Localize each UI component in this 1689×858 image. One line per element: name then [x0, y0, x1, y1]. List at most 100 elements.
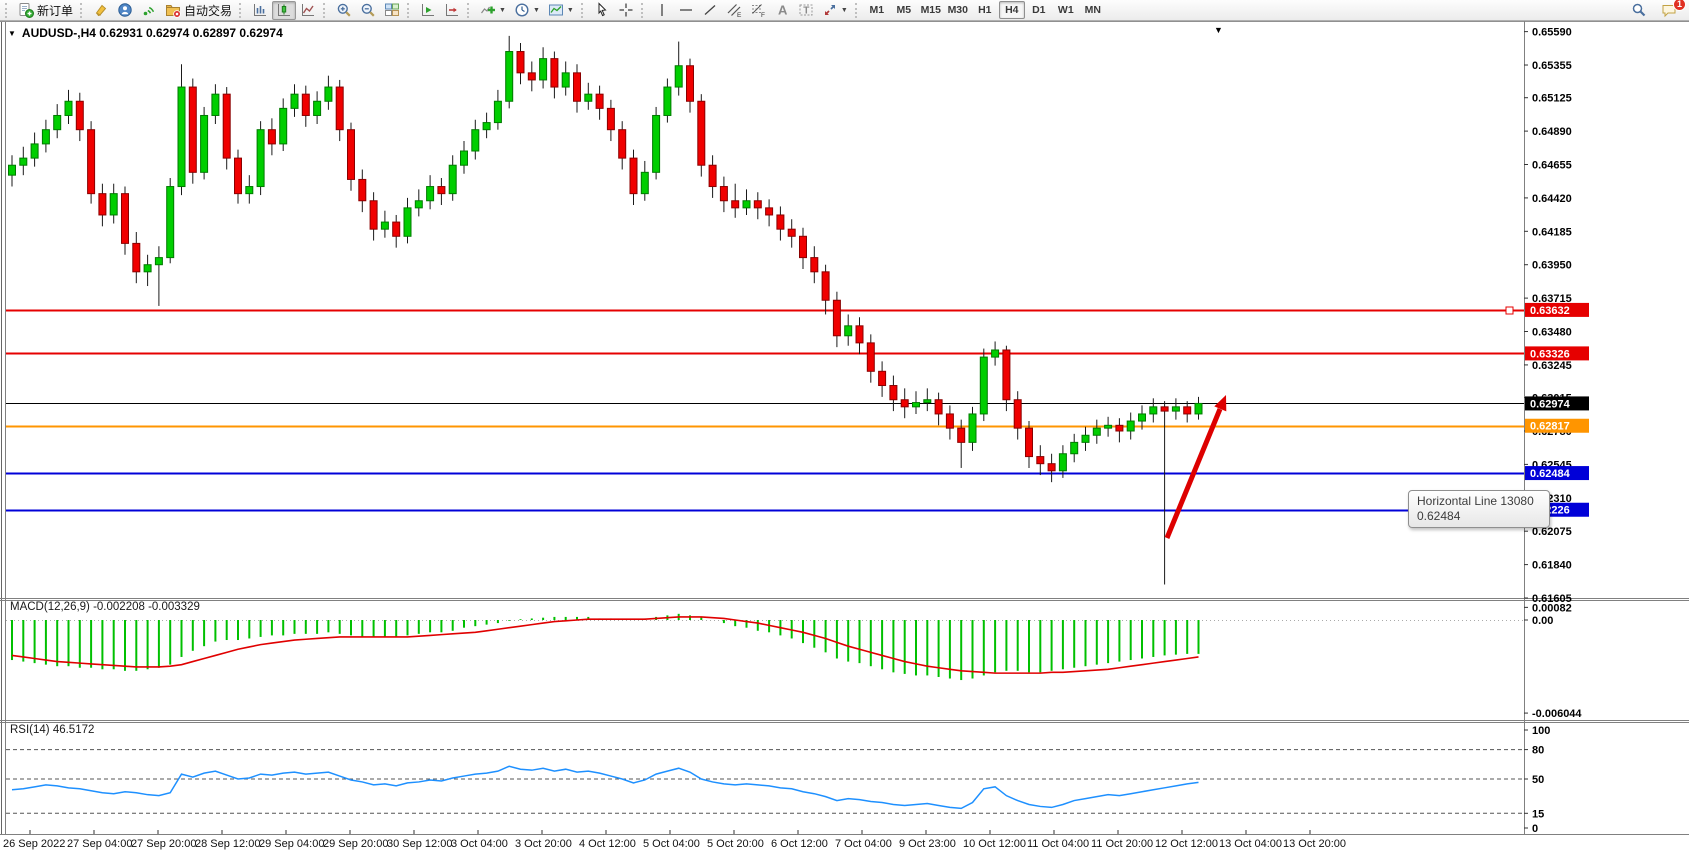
timeframe-button-H1[interactable]: H1: [978, 4, 992, 16]
candle-down: [708, 164, 717, 188]
horizontal-line-button[interactable]: [674, 1, 698, 20]
candle-up: [539, 58, 548, 81]
trendline-icon: [704, 5, 716, 15]
candlestick-chart-button[interactable]: [272, 0, 297, 20]
timeframe-button-H4[interactable]: H4: [998, 1, 1025, 19]
time-axis-label: 29 Sep 04:00: [259, 838, 325, 850]
chat-button[interactable]: 1: [1657, 0, 1686, 20]
zoom-out-icon: [361, 3, 375, 17]
macd-indicator-label: MACD(12,26,9) -0.002208 -0.003329: [10, 601, 200, 613]
candle-up: [1092, 427, 1101, 436]
candle-up: [471, 129, 480, 152]
object-tooltip: Horizontal Line 13080 0.62484: [1408, 490, 1550, 528]
timeframe-button-M1[interactable]: M1: [869, 4, 885, 16]
candle-down: [686, 65, 694, 102]
candle-up: [200, 114, 209, 173]
timeframe-button-M15[interactable]: M15: [920, 4, 941, 16]
time-axis[interactable]: 26 Sep 2022 27 Sep 04:00 27 Sep 20:00 28 Se…: [0, 835, 1689, 858]
signals-icon: [143, 6, 155, 16]
time-axis-label: 27 Sep 20:00: [131, 838, 197, 850]
auto-scroll-button[interactable]: [416, 1, 440, 20]
text-label-button[interactable]: T: [794, 1, 818, 20]
price-tag-text: 0.63326: [1530, 348, 1570, 360]
timeframe-button-D1[interactable]: D1: [1032, 4, 1046, 16]
candle-up: [53, 114, 62, 131]
candle-down: [222, 93, 231, 159]
candle-up: [1081, 434, 1090, 443]
cursor-icon: [598, 2, 607, 17]
community-button[interactable]: [113, 1, 137, 20]
candle-up: [584, 93, 593, 102]
rsi-tick-label: 15: [1532, 808, 1544, 820]
rsi-pane[interactable]: 100 80 50 15 0: [6, 725, 1550, 835]
highlighter-button[interactable]: [89, 1, 113, 20]
price-tag-box: [1525, 418, 1589, 433]
search-icon: [1632, 3, 1646, 17]
cursor-button[interactable]: [590, 1, 614, 20]
crosshair-button[interactable]: [614, 1, 638, 20]
timeframe-button-M30[interactable]: M30: [947, 4, 968, 16]
candle-down: [437, 186, 446, 195]
candles-layer[interactable]: [8, 35, 1203, 585]
timeframe-button-M5[interactable]: M5: [896, 4, 912, 16]
price-axis[interactable]: 0.65590 0.65355 0.65125 0.64890 0.64655 0.644…: [1524, 27, 1572, 605]
indicators-button[interactable]: ▼: [476, 1, 510, 20]
vertical-line-button[interactable]: [650, 1, 674, 20]
candle-down: [731, 200, 740, 209]
price-tick-label: 0.64890: [1532, 126, 1572, 138]
trend-arrow-shaft[interactable]: [1164, 408, 1223, 539]
price-chart-canvas[interactable]: 0.65590 0.65355 0.65125 0.64890 0.64655 0.644…: [0, 21, 1689, 835]
candle-down: [1036, 456, 1045, 465]
equidistant-channel-button[interactable]: E: [722, 1, 746, 20]
zoom-in-button[interactable]: [332, 1, 356, 20]
candle-up: [211, 93, 220, 116]
candle-up: [1194, 402, 1203, 415]
price-tick-label: 0.63950: [1532, 260, 1572, 272]
timeframe-button-W1[interactable]: W1: [1057, 4, 1074, 16]
candle-up: [493, 100, 502, 124]
signals-button[interactable]: [137, 1, 161, 20]
svg-text:T: T: [803, 6, 809, 17]
candle-down: [87, 129, 96, 195]
line-chart-button[interactable]: [296, 1, 320, 20]
fibonacci-button[interactable]: F: [746, 1, 770, 20]
candle-down: [618, 129, 627, 159]
chart-menu-icon[interactable]: ▼: [8, 28, 16, 38]
rsi-tick-label: 0: [1532, 823, 1538, 835]
templates-button[interactable]: ▼: [544, 1, 578, 20]
candle-up: [1104, 424, 1113, 429]
trendline-button[interactable]: [698, 1, 722, 20]
arrows-icon: [824, 5, 835, 15]
community-icon: [118, 3, 132, 17]
new-order-button[interactable]: 新订单: [14, 1, 77, 20]
chart-shift-button[interactable]: [440, 1, 464, 20]
candle-up: [505, 51, 514, 102]
line-handle[interactable]: [1505, 306, 1514, 315]
bar-chart-button[interactable]: [248, 1, 272, 20]
time-axis-label: 5 Oct 04:00: [643, 838, 700, 850]
toolbar-grip: [640, 2, 646, 18]
arrows-button[interactable]: ▼: [818, 1, 852, 20]
autotrading-button[interactable]: 自动交易: [161, 1, 236, 20]
tooltip-object-value: 0.62484: [1417, 509, 1461, 523]
candle-up: [324, 86, 333, 102]
periods-button[interactable]: ▼: [510, 1, 544, 20]
candle-down: [1002, 349, 1011, 401]
candle-up: [279, 107, 288, 145]
candle-down: [765, 207, 774, 216]
chart-collapsed-indicator[interactable]: ▼: [1214, 25, 1223, 35]
candle-up: [923, 399, 932, 404]
macd-tick-label: -0.006044: [1532, 708, 1582, 720]
candle-down: [945, 413, 954, 429]
text-button[interactable]: A: [770, 1, 794, 20]
price-tag-box: [1525, 346, 1589, 361]
candle-up: [30, 143, 39, 159]
candle-up: [979, 356, 988, 415]
search-button[interactable]: [1627, 1, 1651, 20]
zoom-out-button[interactable]: [356, 1, 380, 20]
tile-windows-button[interactable]: [380, 1, 404, 20]
price-tag-box: [1525, 302, 1589, 317]
timeframe-button-MN[interactable]: MN: [1084, 4, 1101, 16]
trend-arrow-head[interactable]: [1214, 395, 1227, 412]
